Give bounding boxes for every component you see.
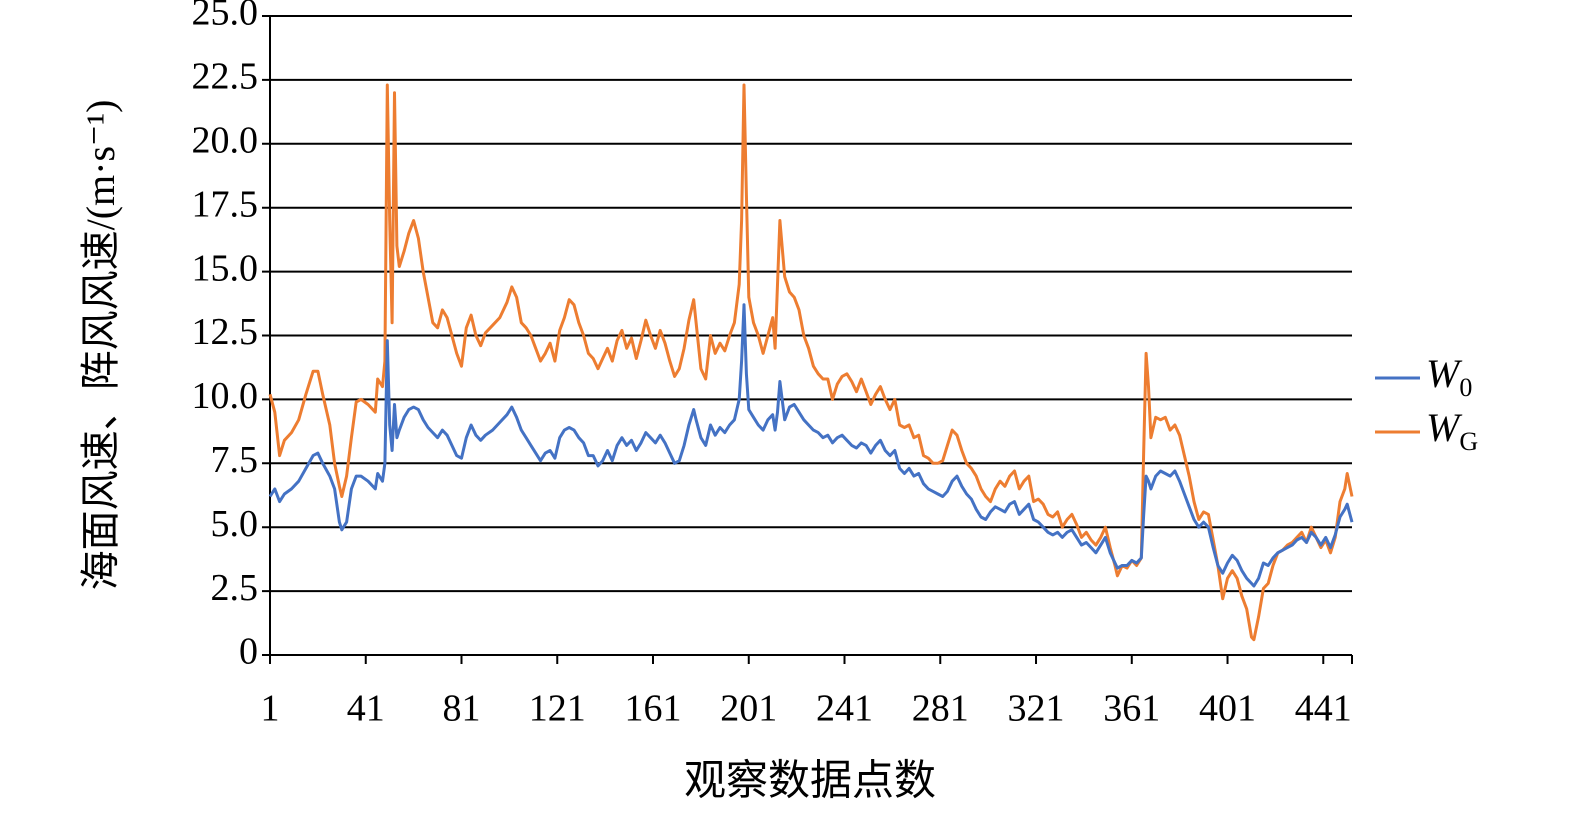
- x-tick-label: 241: [816, 688, 873, 730]
- x-tick-label: 41: [347, 688, 385, 730]
- x-tick-label: 401: [1199, 688, 1256, 730]
- x-tick-label: 201: [720, 688, 777, 730]
- x-tick-label: 441: [1295, 688, 1352, 730]
- legend-label: W0: [1426, 351, 1472, 402]
- y-axis-title: 海面风速、阵风风速/(m·s⁻¹): [78, 100, 123, 591]
- x-tick-label: 1: [261, 688, 280, 730]
- x-tick-label: 361: [1103, 688, 1160, 730]
- legend-label-main: W: [1426, 351, 1463, 396]
- y-tick-label: 22.5: [192, 56, 259, 98]
- y-tick-label: 25.0: [192, 0, 259, 34]
- y-tick-label: 0: [239, 631, 258, 673]
- x-tick-label: 321: [1008, 688, 1065, 730]
- x-tick-label: 121: [529, 688, 586, 730]
- x-tick-label: 281: [912, 688, 969, 730]
- y-tick-label: 7.5: [211, 439, 259, 481]
- series-line: [268, 83, 1354, 642]
- y-tick-label: 10.0: [192, 375, 259, 417]
- legend-label: WG: [1426, 405, 1478, 456]
- legend-label-main: W: [1426, 405, 1463, 450]
- y-tick-label: 5.0: [211, 503, 259, 545]
- x-axis-title: 观察数据点数: [684, 759, 936, 805]
- legend-label-sub: 0: [1459, 373, 1472, 402]
- y-tick-label: 20.0: [192, 120, 259, 162]
- y-tick-label: 2.5: [211, 567, 259, 609]
- x-tick-label: 161: [625, 688, 682, 730]
- series-line: [268, 303, 1354, 588]
- y-tick-label: 17.5: [192, 183, 259, 225]
- y-tick-label: 12.5: [192, 311, 259, 353]
- legend-label-sub: G: [1459, 427, 1478, 456]
- x-tick-label: 81: [443, 688, 481, 730]
- y-tick-label: 15.0: [192, 247, 259, 289]
